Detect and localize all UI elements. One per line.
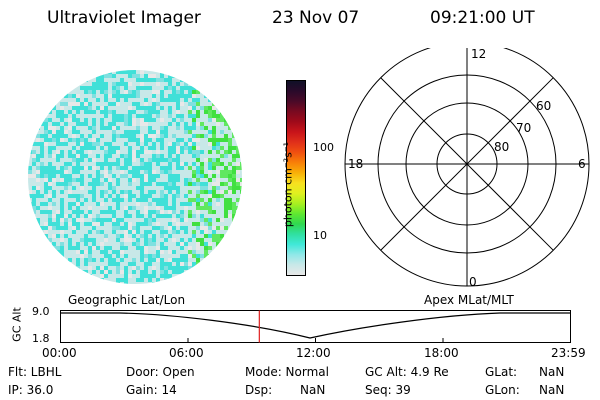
glat-status-label: GLat: xyxy=(485,365,518,379)
lat-label-70: 70 xyxy=(516,121,531,135)
xtick-0600: 06:00 xyxy=(169,346,204,360)
polar-dial: 12 18 6 0 60 70 80 xyxy=(344,48,590,288)
mode-status: Mode: Normal xyxy=(245,365,329,379)
timeline-ylabel: GC Alt xyxy=(10,307,24,342)
gc-alt-status: GC Alt: 4.9 Re xyxy=(365,365,449,379)
timeline-plot xyxy=(60,310,571,343)
dsp-status-label: Dsp: xyxy=(245,383,273,397)
glon-status-value: NaN xyxy=(539,383,565,397)
ip-status: IP: 36.0 xyxy=(8,383,54,397)
mlt-label-18: 18 xyxy=(348,157,363,171)
glon-status-label: GLon: xyxy=(485,383,520,397)
xtick-0000: 00:00 xyxy=(42,346,77,360)
xtick-1800: 18:00 xyxy=(424,346,459,360)
mlt-label-6: 6 xyxy=(578,157,586,171)
dsp-status-value: NaN xyxy=(300,383,326,397)
glat-status-value: NaN xyxy=(539,365,565,379)
seq-status: Seq: 39 xyxy=(365,383,411,397)
xtick-1200: 12:00 xyxy=(296,346,331,360)
xtick-2359: 23:59 xyxy=(551,346,586,360)
gain-status: Gain: 14 xyxy=(126,383,177,397)
gc-alt-curve xyxy=(60,312,570,339)
time-label: 09:21:00 UT xyxy=(430,8,535,28)
colorbar-unit-label: photon cm⁻²s⁻¹ xyxy=(281,141,295,228)
door-status: Door: Open xyxy=(126,365,195,379)
date-label: 23 Nov 07 xyxy=(272,8,360,28)
timeline-ytick-bottom: 1.8 xyxy=(32,332,50,345)
uv-image-disk xyxy=(28,70,242,284)
colorbar xyxy=(286,80,306,276)
filter-status: Flt: LBHL xyxy=(8,365,62,379)
instrument-title: Ultraviolet Imager xyxy=(47,8,201,28)
timeline-right-caption: Apex MLat/MLT xyxy=(424,293,514,307)
lat-label-80: 80 xyxy=(494,140,509,154)
timeline-left-caption: Geographic Lat/Lon xyxy=(68,293,186,307)
colorbar-tick-100: 100 xyxy=(313,141,334,154)
mlt-label-0: 0 xyxy=(469,275,477,288)
timeline-ytick-top: 9.0 xyxy=(32,305,50,318)
lat-label-60: 60 xyxy=(536,99,551,113)
colorbar-tick-10: 10 xyxy=(313,229,327,242)
mlt-label-12: 12 xyxy=(471,48,486,61)
